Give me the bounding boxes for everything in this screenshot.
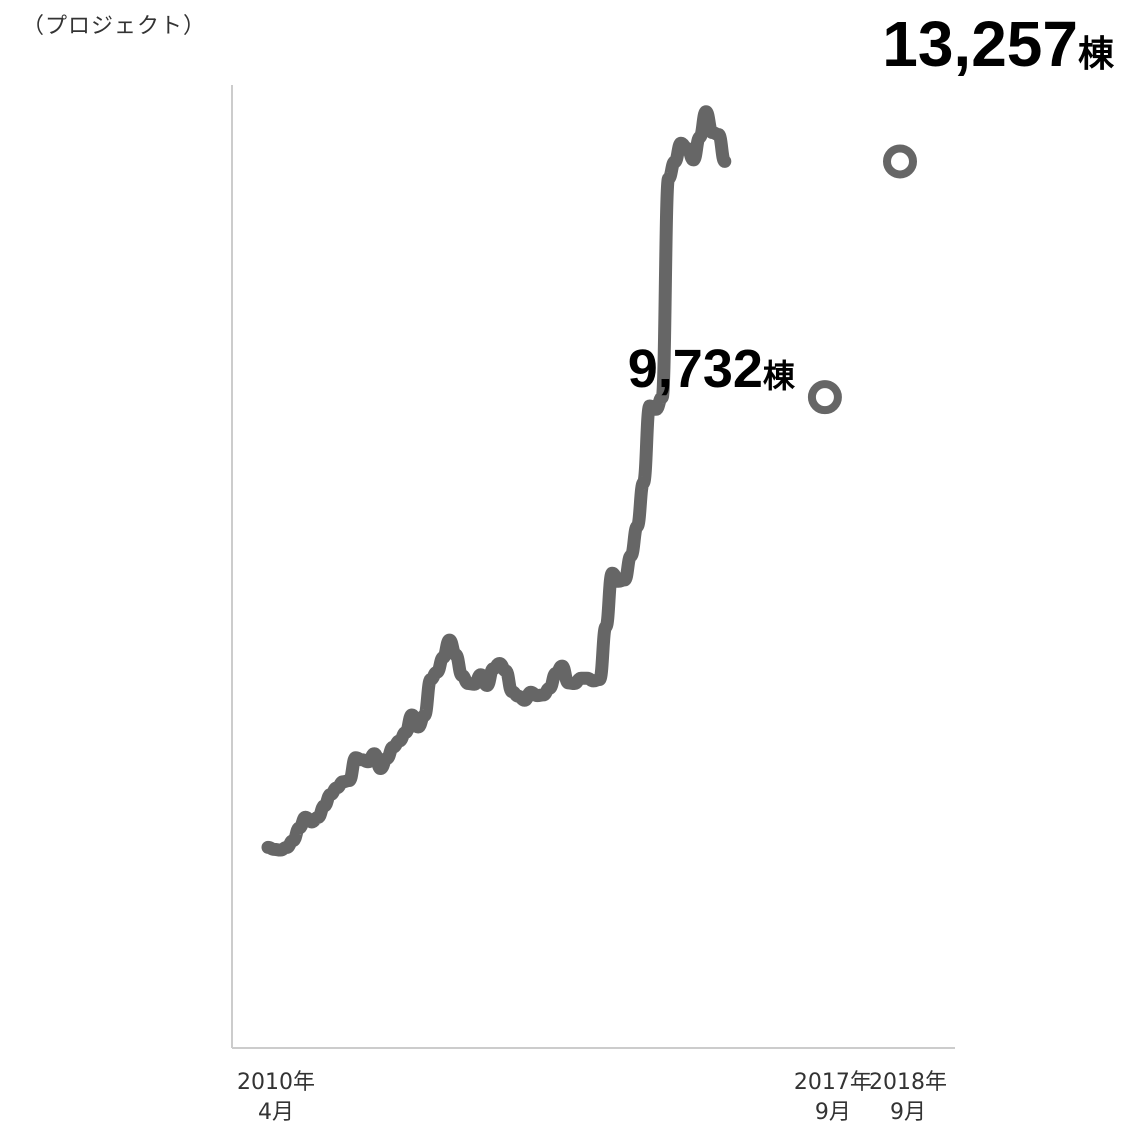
- y-unit-label: （プロジェクト）: [22, 14, 207, 39]
- callout-unit: 棟: [763, 358, 796, 394]
- chart-axes: [231, 85, 955, 1049]
- x-tick-label-month: 9月: [890, 1100, 926, 1125]
- callout-marker: [883, 144, 917, 179]
- callout-label: 9,732棟: [628, 339, 796, 399]
- x-tick-label-year: 2017年: [794, 1070, 872, 1095]
- x-tick-label-month: 4月: [258, 1100, 294, 1125]
- callout-marker: [807, 380, 842, 415]
- x-tick-label-year: 2010年: [237, 1070, 315, 1095]
- callout-unit: 棟: [1078, 33, 1115, 74]
- series-layer: [261, 105, 732, 857]
- callout-value: 13,257: [882, 8, 1078, 80]
- series-line: [261, 105, 732, 857]
- x-tick-label-year: 2018年: [869, 1070, 947, 1095]
- x-tick-label-month: 9月: [815, 1100, 851, 1125]
- callout-label: 13,257棟: [882, 8, 1115, 80]
- marker-layer: [807, 144, 917, 415]
- callout-value: 9,732: [628, 339, 763, 399]
- tick-layer: 2010年 4月 2017年 9月 2018年 9月: [237, 1070, 947, 1125]
